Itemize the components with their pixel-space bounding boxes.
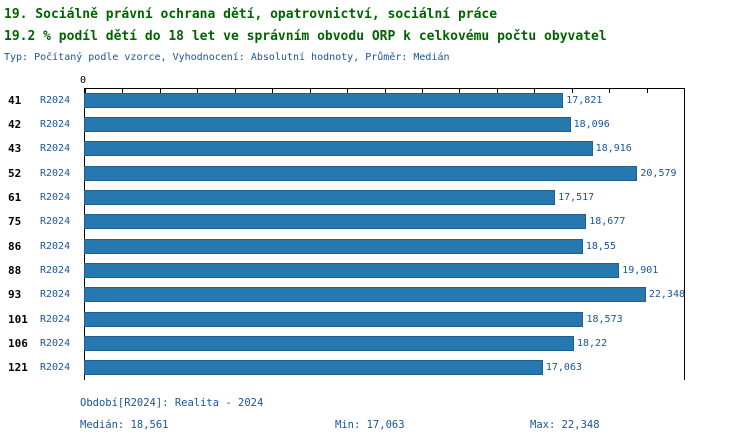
bar: [84, 92, 564, 108]
bar-value-label: 18,55: [585, 240, 616, 252]
bar-value-label: 17,821: [566, 94, 603, 106]
bar-value-label: 18,573: [586, 313, 623, 325]
row-id-label: 121: [8, 361, 28, 375]
axis-tick: [272, 89, 274, 93]
row-id-label: 75: [8, 215, 22, 229]
bar-value-label: 18,916: [595, 143, 632, 155]
axis-tick: [571, 89, 573, 93]
bar: [84, 287, 646, 303]
bar-value-label: 20,579: [640, 167, 677, 179]
chart-row: 75 R2024 18,677: [0, 210, 750, 234]
bar-track: 18,22: [84, 335, 685, 351]
row-period-label: R2024: [40, 337, 71, 349]
row-period-label: R2024: [40, 94, 71, 106]
bar: [84, 360, 543, 376]
axis-tick: [459, 89, 461, 93]
row-period-label: R2024: [40, 191, 71, 203]
row-id-label: 86: [8, 239, 22, 253]
row-period-label: R2024: [40, 264, 71, 276]
axis-tick: [684, 89, 685, 93]
chart-row: 88 R2024 19,901: [0, 258, 750, 282]
bar-value-label: 18,677: [589, 216, 626, 228]
bar-value-label: 17,517: [558, 191, 595, 203]
chart-row: 121 R2024 17,063: [0, 356, 750, 380]
row-id-label: 42: [8, 117, 22, 131]
bar: [84, 262, 620, 278]
chart-row: 93 R2024 22,348: [0, 283, 750, 307]
bar: [84, 214, 587, 230]
bar-track: 17,063: [84, 360, 685, 376]
chart-row: 106 R2024 18,22: [0, 331, 750, 355]
axis-tick: [496, 89, 498, 93]
axis-tick: [609, 89, 611, 93]
footer-period-label: Období[R2024]: Realita - 2024: [80, 397, 264, 409]
axis-tick: [197, 89, 199, 93]
row-period-label: R2024: [40, 216, 71, 228]
footer-max-label: Max: 22,348: [530, 419, 600, 431]
bar-value-label: 17,063: [545, 362, 582, 374]
axis-tick: [646, 89, 648, 93]
axis-tick: [309, 89, 311, 93]
bar: [84, 335, 574, 351]
row-id-label: 101: [8, 312, 28, 326]
chart-row: 43 R2024 18,916: [0, 137, 750, 161]
row-period-label: R2024: [40, 313, 71, 325]
chart-row: 42 R2024 18,096: [0, 112, 750, 136]
row-id-label: 41: [8, 93, 22, 107]
axis-tick: [159, 89, 161, 93]
footer-min-label: Min: 17,063: [335, 419, 405, 431]
axis-tick: [234, 89, 236, 93]
axis-tick: [534, 89, 536, 93]
bar-value-label: 19,901: [622, 264, 659, 276]
bar-track: 18,916: [84, 141, 685, 157]
bar-value-label: 22,348: [648, 289, 685, 301]
row-id-label: 43: [8, 142, 22, 156]
chart-row: 41 R2024 17,821: [0, 88, 750, 112]
bar-track: 18,096: [84, 116, 685, 132]
axis-tick: [384, 89, 386, 93]
row-id-label: 106: [8, 336, 28, 350]
bar: [84, 165, 638, 181]
row-period-label: R2024: [40, 143, 71, 155]
chart-title-line2: 19.2 % podíl dětí do 18 let ve správním …: [4, 29, 607, 44]
chart-row: 86 R2024 18,55: [0, 234, 750, 258]
row-id-label: 52: [8, 166, 22, 180]
chart-title-line1: 19. Sociálně právní ochrana dětí, opatro…: [4, 7, 498, 22]
bar-track: 22,348: [84, 287, 685, 303]
bar: [84, 238, 583, 254]
bar: [84, 189, 556, 205]
bar-value-label: 18,22: [576, 337, 608, 349]
chart-row: 101 R2024 18,573: [0, 307, 750, 331]
axis-tick: [85, 89, 86, 93]
bar: [84, 141, 593, 157]
row-period-label: R2024: [40, 118, 71, 130]
chart-row: 52 R2024 20,579: [0, 161, 750, 185]
bar-track: 18,573: [84, 311, 685, 327]
bar-track: 19,901: [84, 262, 685, 278]
chart-row: 61 R2024 17,517: [0, 185, 750, 209]
bar: [84, 311, 584, 327]
axis-tick: [122, 89, 124, 93]
bar: [84, 116, 571, 132]
row-id-label: 88: [8, 263, 22, 277]
bar-track: 17,517: [84, 189, 685, 205]
axis-tick: [421, 89, 423, 93]
row-id-label: 61: [8, 190, 22, 204]
x-axis-zero-label: 0: [80, 75, 87, 86]
bar-value-label: 18,096: [573, 118, 610, 130]
bar-track: 17,821: [84, 92, 685, 108]
footer-median-label: Medián: 18,561: [80, 419, 169, 431]
bar-track: 18,677: [84, 214, 685, 230]
plot-area: [84, 88, 685, 380]
row-period-label: R2024: [40, 167, 71, 179]
bar-track: 18,55: [84, 238, 685, 254]
row-period-label: R2024: [40, 289, 71, 301]
row-id-label: 93: [8, 288, 22, 302]
bar-track: 20,579: [84, 165, 685, 181]
axis-tick: [347, 89, 349, 93]
row-period-label: R2024: [40, 362, 71, 374]
chart-rows: 41 R2024 17,821 42 R2024 18,096 43 R2024 18,916 5…: [0, 88, 750, 380]
row-period-label: R2024: [40, 240, 71, 252]
chart-subtitle: Typ: Počítaný podle vzorce, Vyhodnocení:…: [4, 52, 450, 63]
